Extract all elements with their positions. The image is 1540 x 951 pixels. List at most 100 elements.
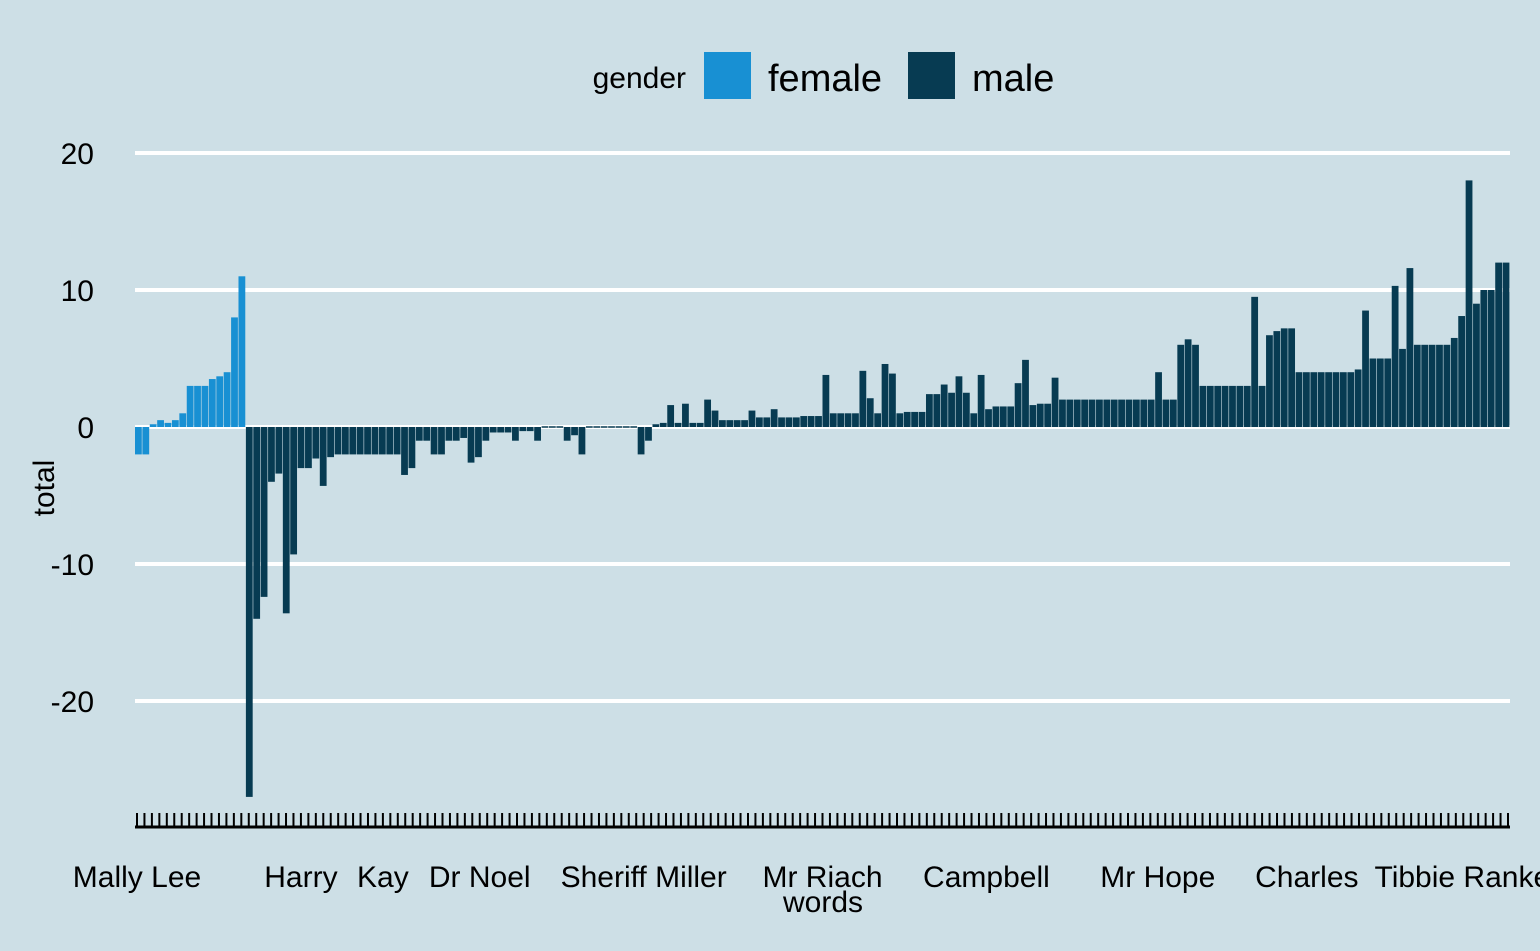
bar-male	[600, 426, 608, 428]
bar-male	[807, 416, 815, 427]
bar-male	[386, 427, 394, 455]
bar-male	[327, 427, 334, 458]
bar-male	[312, 427, 320, 459]
bar-male	[497, 427, 505, 433]
bar-male	[1206, 385, 1214, 427]
bar-male	[667, 405, 675, 427]
bar-male	[305, 427, 312, 469]
bar-male	[741, 420, 748, 427]
bar-male	[445, 427, 453, 441]
bar-male	[1147, 399, 1155, 427]
bar-female	[201, 385, 209, 427]
legend-label-female: female	[768, 58, 882, 100]
bar-male	[704, 399, 712, 427]
bar-male	[674, 422, 682, 427]
bar-male	[1362, 310, 1369, 427]
legend-title: gender	[593, 62, 686, 95]
bar-male	[1436, 344, 1443, 427]
bar-male	[1029, 405, 1037, 427]
bar-female	[238, 276, 246, 427]
bar-male	[1391, 285, 1399, 427]
bar-male	[290, 427, 298, 555]
bar-male	[1014, 383, 1022, 427]
bar-male	[1384, 358, 1392, 427]
bar-male	[852, 413, 859, 427]
bar-male	[1022, 359, 1029, 427]
bar-male	[800, 416, 808, 427]
bar-male	[1325, 372, 1332, 427]
bar-male	[1295, 372, 1303, 427]
bar-male	[881, 363, 889, 427]
bar-male	[866, 398, 874, 427]
bar-male	[896, 413, 904, 427]
bar-male	[534, 427, 541, 441]
bar-male	[844, 413, 852, 427]
bar-male	[585, 426, 593, 428]
bar-male	[1132, 399, 1140, 427]
bar-male	[1303, 372, 1310, 427]
bar-male	[319, 427, 327, 486]
bar-male	[615, 426, 623, 428]
bar-female	[171, 420, 179, 427]
bar-male	[792, 417, 800, 427]
bar-female	[142, 427, 150, 455]
bar-male	[1480, 290, 1488, 427]
bar-male	[282, 427, 290, 614]
bar-male	[1169, 399, 1177, 427]
bar-male	[992, 406, 1000, 427]
x-tick-label: Mr Riach	[762, 861, 882, 894]
bar-male	[401, 427, 408, 475]
bar-male	[1036, 403, 1044, 427]
bar-male	[970, 413, 978, 427]
bar-male	[689, 422, 697, 427]
bar-male	[356, 427, 364, 455]
bar-male	[460, 427, 468, 438]
bar-male	[275, 427, 283, 474]
x-axis	[135, 813, 1510, 829]
bar-male	[1251, 296, 1259, 427]
bar-male	[985, 409, 992, 427]
bar-male	[874, 413, 882, 427]
x-tick-label: Campbell	[923, 861, 1050, 894]
bar-male	[1162, 399, 1170, 427]
bar-female	[186, 385, 194, 427]
bar-male	[889, 373, 896, 427]
bar-male	[408, 427, 416, 469]
bar-male	[1081, 399, 1089, 427]
bar-male	[1332, 372, 1340, 427]
bar-male	[578, 427, 586, 455]
y-tick-label: -20	[51, 686, 94, 719]
bar-male	[1066, 399, 1074, 427]
bar-male	[475, 427, 482, 458]
bar-male	[556, 426, 564, 428]
bar-male	[593, 426, 601, 428]
bar-male	[341, 427, 349, 455]
bar-male	[1369, 358, 1377, 427]
bar-male	[1502, 262, 1510, 427]
bar-male	[1088, 399, 1096, 427]
bar-male	[1243, 385, 1251, 427]
bar-male	[1288, 328, 1296, 427]
bar-male	[1177, 344, 1185, 427]
bar-male	[733, 420, 741, 427]
bar-male	[260, 427, 268, 597]
legend-swatch-female	[704, 52, 751, 99]
bar-male	[548, 426, 556, 428]
bar-male	[423, 427, 431, 441]
bar-male	[1125, 399, 1133, 427]
y-tick-label: 10	[61, 275, 94, 308]
bar-male	[1192, 344, 1199, 427]
bar-male	[696, 422, 704, 427]
bar-male	[371, 427, 379, 455]
bar-male	[652, 424, 660, 427]
bar-male	[755, 417, 763, 427]
bar-male	[1280, 328, 1288, 427]
x-tick-label: Mr Hope	[1100, 861, 1215, 894]
bar-male	[622, 426, 630, 428]
bar-male	[1051, 377, 1059, 427]
x-axis-title: words	[782, 886, 863, 919]
bar-male	[859, 370, 867, 427]
